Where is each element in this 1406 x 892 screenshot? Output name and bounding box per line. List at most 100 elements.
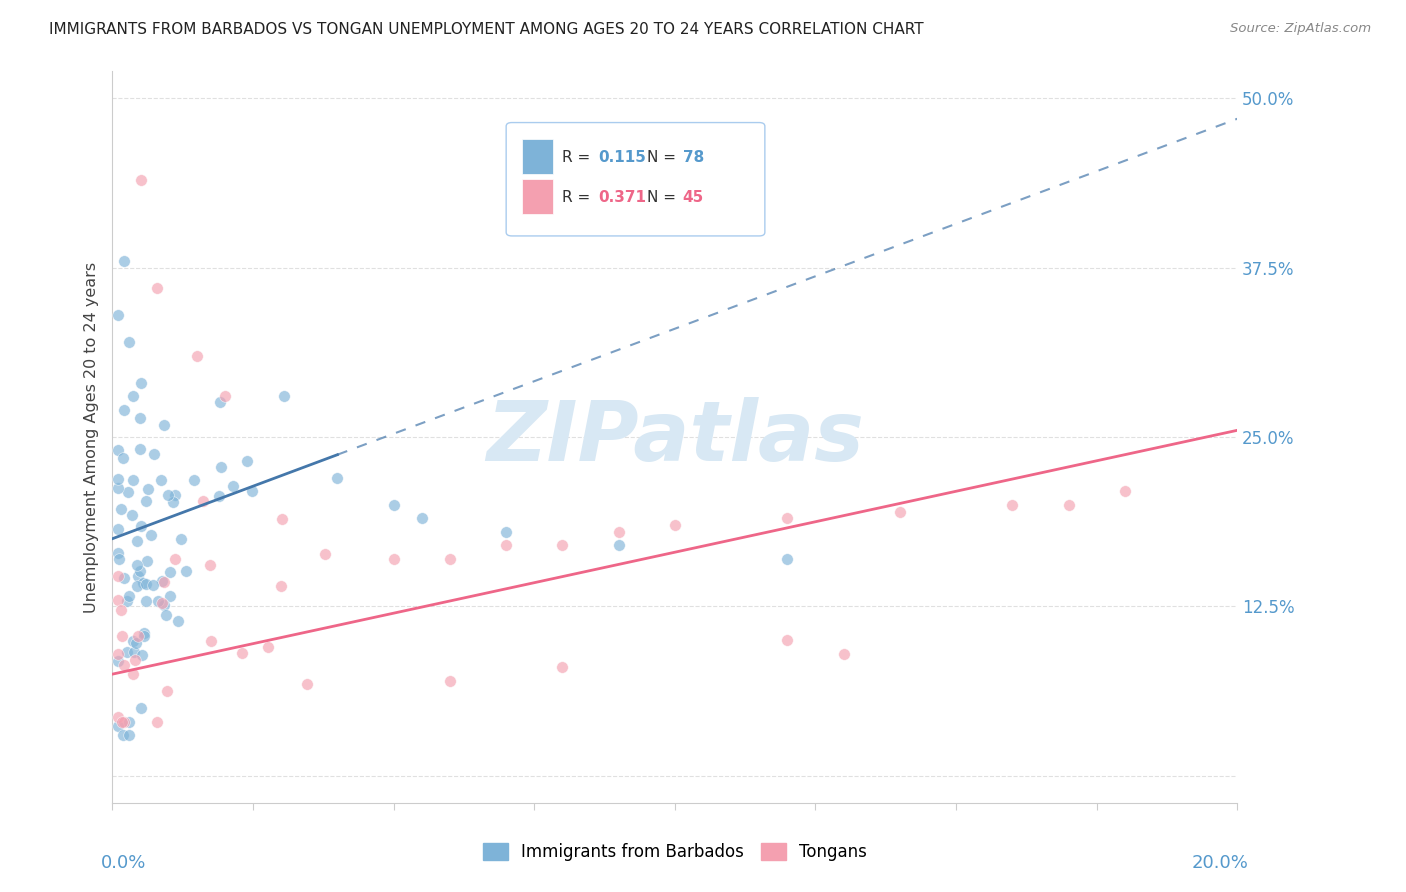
Point xyxy=(162,495,184,509)
Text: 0.371: 0.371 xyxy=(599,190,647,205)
Point xyxy=(297,677,319,691)
Point xyxy=(257,640,280,654)
Text: N =: N = xyxy=(647,150,681,165)
FancyBboxPatch shape xyxy=(522,179,554,214)
Y-axis label: Unemployment Among Ages 20 to 24 years: Unemployment Among Ages 20 to 24 years xyxy=(83,261,98,613)
Point xyxy=(174,564,197,578)
Point xyxy=(111,450,134,465)
Text: 0.115: 0.115 xyxy=(599,150,647,165)
Point xyxy=(270,512,292,526)
Point xyxy=(157,488,180,502)
Point xyxy=(208,489,231,503)
Point xyxy=(127,533,149,548)
Point xyxy=(273,389,295,403)
Point xyxy=(776,511,799,525)
Point xyxy=(129,701,152,715)
Point xyxy=(107,442,129,457)
Point xyxy=(198,558,221,573)
Point xyxy=(136,482,159,496)
Point xyxy=(107,522,129,536)
Point xyxy=(163,488,186,502)
Text: 0.0%: 0.0% xyxy=(101,854,146,872)
Point xyxy=(129,519,152,533)
Point xyxy=(132,626,155,640)
Text: N =: N = xyxy=(647,190,681,205)
Point xyxy=(165,551,187,566)
Point xyxy=(776,633,799,648)
Point xyxy=(107,719,129,733)
Point xyxy=(150,574,173,588)
Point xyxy=(607,524,630,539)
Point xyxy=(115,645,138,659)
Point xyxy=(122,389,145,403)
Point xyxy=(146,714,169,729)
Text: 78: 78 xyxy=(683,150,704,165)
Point xyxy=(118,589,141,603)
Text: 45: 45 xyxy=(683,190,704,205)
Point xyxy=(495,538,517,552)
Point xyxy=(127,628,149,642)
Point xyxy=(495,524,517,539)
Point xyxy=(121,508,143,522)
Point xyxy=(314,547,336,561)
Point xyxy=(139,527,162,541)
Point xyxy=(107,472,129,486)
Point xyxy=(108,551,131,566)
Point xyxy=(1114,484,1136,499)
Point xyxy=(551,538,574,552)
Point xyxy=(142,578,165,592)
FancyBboxPatch shape xyxy=(522,138,554,174)
Point xyxy=(1001,498,1024,512)
Point xyxy=(132,576,155,591)
Point xyxy=(124,653,146,667)
Point xyxy=(607,538,630,552)
Point xyxy=(112,403,135,417)
Point xyxy=(107,569,129,583)
Point xyxy=(107,593,129,607)
Point xyxy=(129,376,152,390)
Point xyxy=(112,254,135,268)
Point xyxy=(193,494,215,508)
Text: 20.0%: 20.0% xyxy=(1192,854,1249,872)
Point xyxy=(156,683,179,698)
Point xyxy=(142,447,165,461)
Point xyxy=(1057,498,1080,512)
Point xyxy=(222,479,245,493)
Point xyxy=(209,460,232,475)
Text: ZIPatlas: ZIPatlas xyxy=(486,397,863,477)
Point xyxy=(118,728,141,742)
Point xyxy=(129,172,152,186)
Point xyxy=(118,335,141,350)
Point xyxy=(832,647,855,661)
Point xyxy=(107,709,129,723)
Point xyxy=(214,389,236,403)
Point xyxy=(122,633,145,648)
Point xyxy=(107,481,129,495)
FancyBboxPatch shape xyxy=(506,122,765,235)
Point xyxy=(112,571,135,585)
Point xyxy=(439,673,461,688)
Point xyxy=(132,629,155,643)
Point xyxy=(183,474,205,488)
Point xyxy=(326,471,349,485)
Text: IMMIGRANTS FROM BARBADOS VS TONGAN UNEMPLOYMENT AMONG AGES 20 TO 24 YEARS CORREL: IMMIGRANTS FROM BARBADOS VS TONGAN UNEMP… xyxy=(49,22,924,37)
Point xyxy=(112,658,135,673)
Point xyxy=(150,596,173,610)
Point xyxy=(127,568,149,582)
Text: R =: R = xyxy=(562,190,596,205)
Point xyxy=(236,454,259,468)
Point xyxy=(270,579,292,593)
Point xyxy=(112,728,135,742)
Point xyxy=(135,577,157,591)
Point xyxy=(551,660,574,674)
Point xyxy=(153,574,176,589)
Point xyxy=(128,411,150,425)
Point xyxy=(664,518,686,533)
Point xyxy=(152,599,174,613)
Point xyxy=(107,308,129,322)
Point xyxy=(136,554,159,568)
Point xyxy=(115,594,138,608)
Point xyxy=(111,629,134,643)
Point xyxy=(122,473,145,487)
Point xyxy=(155,607,177,622)
